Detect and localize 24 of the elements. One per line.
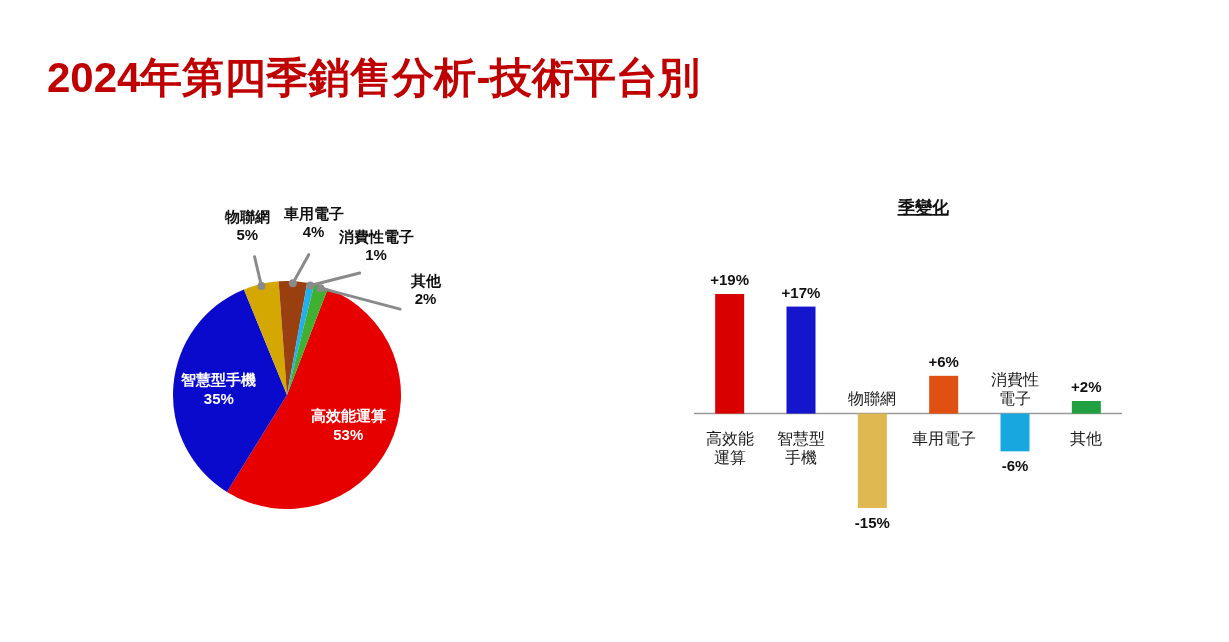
x-tick-label: 高效能運算	[705, 429, 754, 466]
data-label: +2%	[1071, 378, 1102, 395]
slice-label: 車用電子	[282, 205, 344, 223]
x-tick-label: 車用電子	[911, 429, 976, 447]
data-label: 4%	[302, 223, 325, 241]
data-label: -6%	[1001, 457, 1029, 475]
slice-label: 智慧型手機	[180, 371, 257, 389]
slice-label: 物聯網	[223, 207, 270, 225]
data-label: 5%	[236, 225, 259, 243]
chart-title: 季變化	[896, 198, 950, 217]
x-tick-label: 其他	[1070, 429, 1103, 447]
data-label: +17%	[781, 283, 821, 301]
data-label: 2%	[414, 289, 437, 307]
data-label: 53%	[333, 426, 364, 444]
data-label: -15%	[854, 514, 890, 531]
slice-label: 其他	[409, 271, 442, 289]
chart-title: 2024年第四季銷售分析-技術平台別	[47, 54, 701, 101]
slice-label: 消費性電子	[337, 227, 414, 245]
slice-label: 高效能運算	[310, 407, 386, 425]
x-tick-label: 智慧型手機	[777, 429, 825, 466]
data-label: 35%	[203, 390, 234, 408]
data-label: +6%	[928, 352, 959, 370]
data-label: 1%	[365, 245, 387, 263]
data-label: +19%	[710, 271, 750, 288]
